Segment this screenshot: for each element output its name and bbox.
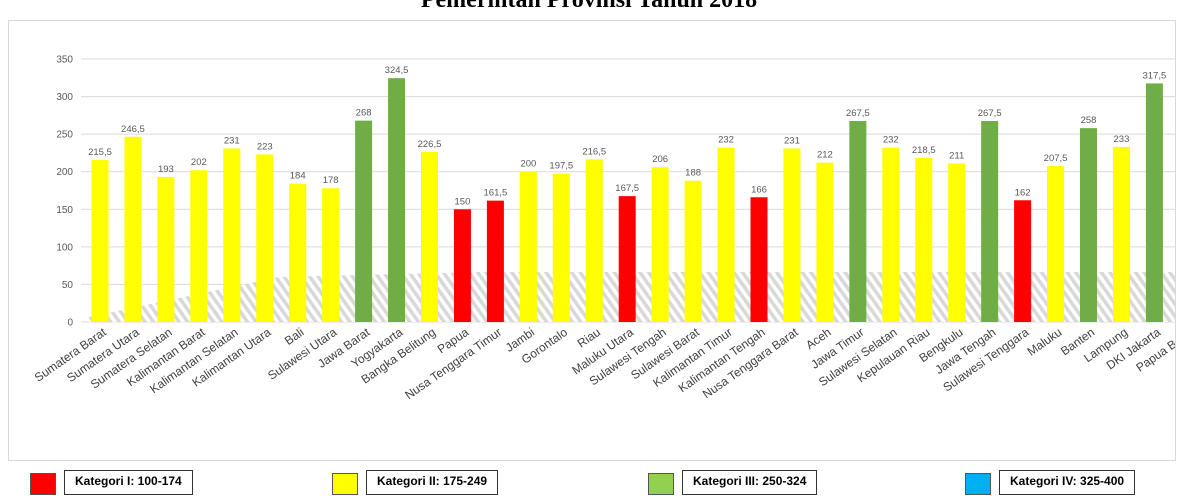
data-label: 267,5 [846, 108, 870, 119]
data-label: 218,5 [912, 145, 936, 156]
legend-swatch-yellow [332, 473, 358, 495]
bar [882, 147, 900, 322]
bar [355, 120, 373, 322]
y-tick-label: 100 [56, 242, 73, 253]
y-tick-label: 150 [56, 205, 73, 216]
y-tick-label: 350 [56, 55, 73, 66]
legend-item-kategori-3: Kategori III: 250-324 [648, 470, 818, 495]
bar [1047, 166, 1065, 322]
data-label: 206 [652, 154, 668, 165]
data-label: 212 [817, 150, 833, 161]
bar [223, 148, 241, 322]
bar [915, 157, 933, 322]
data-label: 231 [784, 135, 800, 146]
legend-swatch-red [30, 473, 56, 495]
bar [388, 78, 406, 322]
bar [651, 167, 669, 322]
data-labels: 215,5 246,5 193 202 231 223 184 178 268 324,5 226,… [88, 65, 1167, 207]
y-axis-ticks: 0 50 100 150 200 250 300 350 [56, 55, 73, 329]
legend-item-kategori-1: Kategori I: 100-174 [30, 470, 193, 495]
data-label: 162 [1015, 187, 1031, 198]
data-label: 215,5 [88, 147, 112, 158]
data-label: 184 [290, 171, 306, 182]
bar [552, 173, 570, 322]
data-label: 317,5 [1143, 70, 1167, 81]
bar [256, 154, 274, 322]
legend: Kategori I: 100-174 Kategori II: 175-249… [0, 470, 1178, 498]
bar-chart: 0 50 100 150 200 250 300 350 215,5 246,5 193 202 23… [32, 55, 1175, 403]
bar [816, 162, 834, 322]
bar [453, 209, 471, 322]
legend-label: Kategori I: 100-174 [64, 470, 193, 495]
data-label: 193 [158, 164, 174, 175]
bars [91, 78, 1163, 322]
bar [1112, 146, 1130, 322]
data-label: 267,5 [978, 108, 1002, 119]
data-label: 216,5 [582, 146, 606, 157]
legend-swatch-blue [965, 473, 991, 495]
y-tick-label: 50 [62, 280, 74, 291]
legend-label: Kategori III: 250-324 [682, 470, 818, 495]
data-label: 233 [1114, 134, 1130, 145]
data-label: 226,5 [418, 139, 442, 150]
bar [618, 196, 636, 322]
data-label: 200 [520, 159, 536, 170]
data-label: 324,5 [385, 65, 409, 76]
bar [91, 160, 109, 322]
data-label: 268 [356, 108, 372, 119]
data-label: 188 [685, 168, 701, 179]
data-label: 178 [323, 175, 339, 186]
bar [190, 170, 208, 322]
data-label: 150 [455, 196, 471, 207]
data-label: 232 [883, 135, 899, 146]
legend-item-kategori-2: Kategori II: 175-249 [332, 470, 499, 495]
y-tick-label: 300 [56, 92, 73, 103]
y-tick-label: 200 [56, 167, 73, 178]
bar [124, 136, 142, 322]
bar [486, 200, 504, 322]
bar [717, 147, 735, 322]
data-label: 202 [191, 157, 207, 168]
bar [948, 163, 966, 322]
bar [849, 120, 867, 322]
bar [421, 151, 438, 322]
chart-area: 0 50 100 150 200 250 300 350 215,5 246,5 193 202 23… [8, 20, 1176, 461]
data-label: 167,5 [615, 183, 639, 194]
chart-title: Pemerintah Provinsi Tahun 2018 [420, 0, 758, 13]
legend-item-kategori-4: Kategori IV: 325-400 [965, 470, 1136, 495]
bar [1014, 200, 1032, 322]
bar [157, 176, 175, 322]
bar [981, 120, 999, 322]
data-label: 166 [751, 184, 767, 195]
data-label: 211 [949, 150, 964, 161]
data-label: 231 [224, 135, 240, 146]
bar [585, 159, 603, 322]
data-label: 197,5 [549, 161, 573, 172]
bar [322, 188, 340, 322]
data-label: 223 [257, 141, 273, 152]
y-tick-label: 0 [67, 318, 73, 329]
data-label: 232 [718, 135, 734, 146]
legend-label: Kategori IV: 325-400 [999, 470, 1136, 495]
bar [1145, 83, 1163, 322]
data-label: 246,5 [121, 124, 145, 135]
bar [783, 148, 801, 322]
bar [519, 171, 537, 322]
y-tick-label: 250 [56, 130, 73, 141]
bar [750, 197, 768, 322]
bar [289, 183, 307, 322]
legend-swatch-green [648, 473, 674, 495]
bar [1080, 128, 1097, 322]
category-label: Maluku [1025, 325, 1065, 359]
data-label: 258 [1081, 115, 1097, 126]
data-label: 207,5 [1044, 153, 1068, 164]
legend-label: Kategori II: 175-249 [366, 470, 499, 495]
data-label: 161,5 [484, 188, 508, 199]
bar [684, 180, 702, 322]
